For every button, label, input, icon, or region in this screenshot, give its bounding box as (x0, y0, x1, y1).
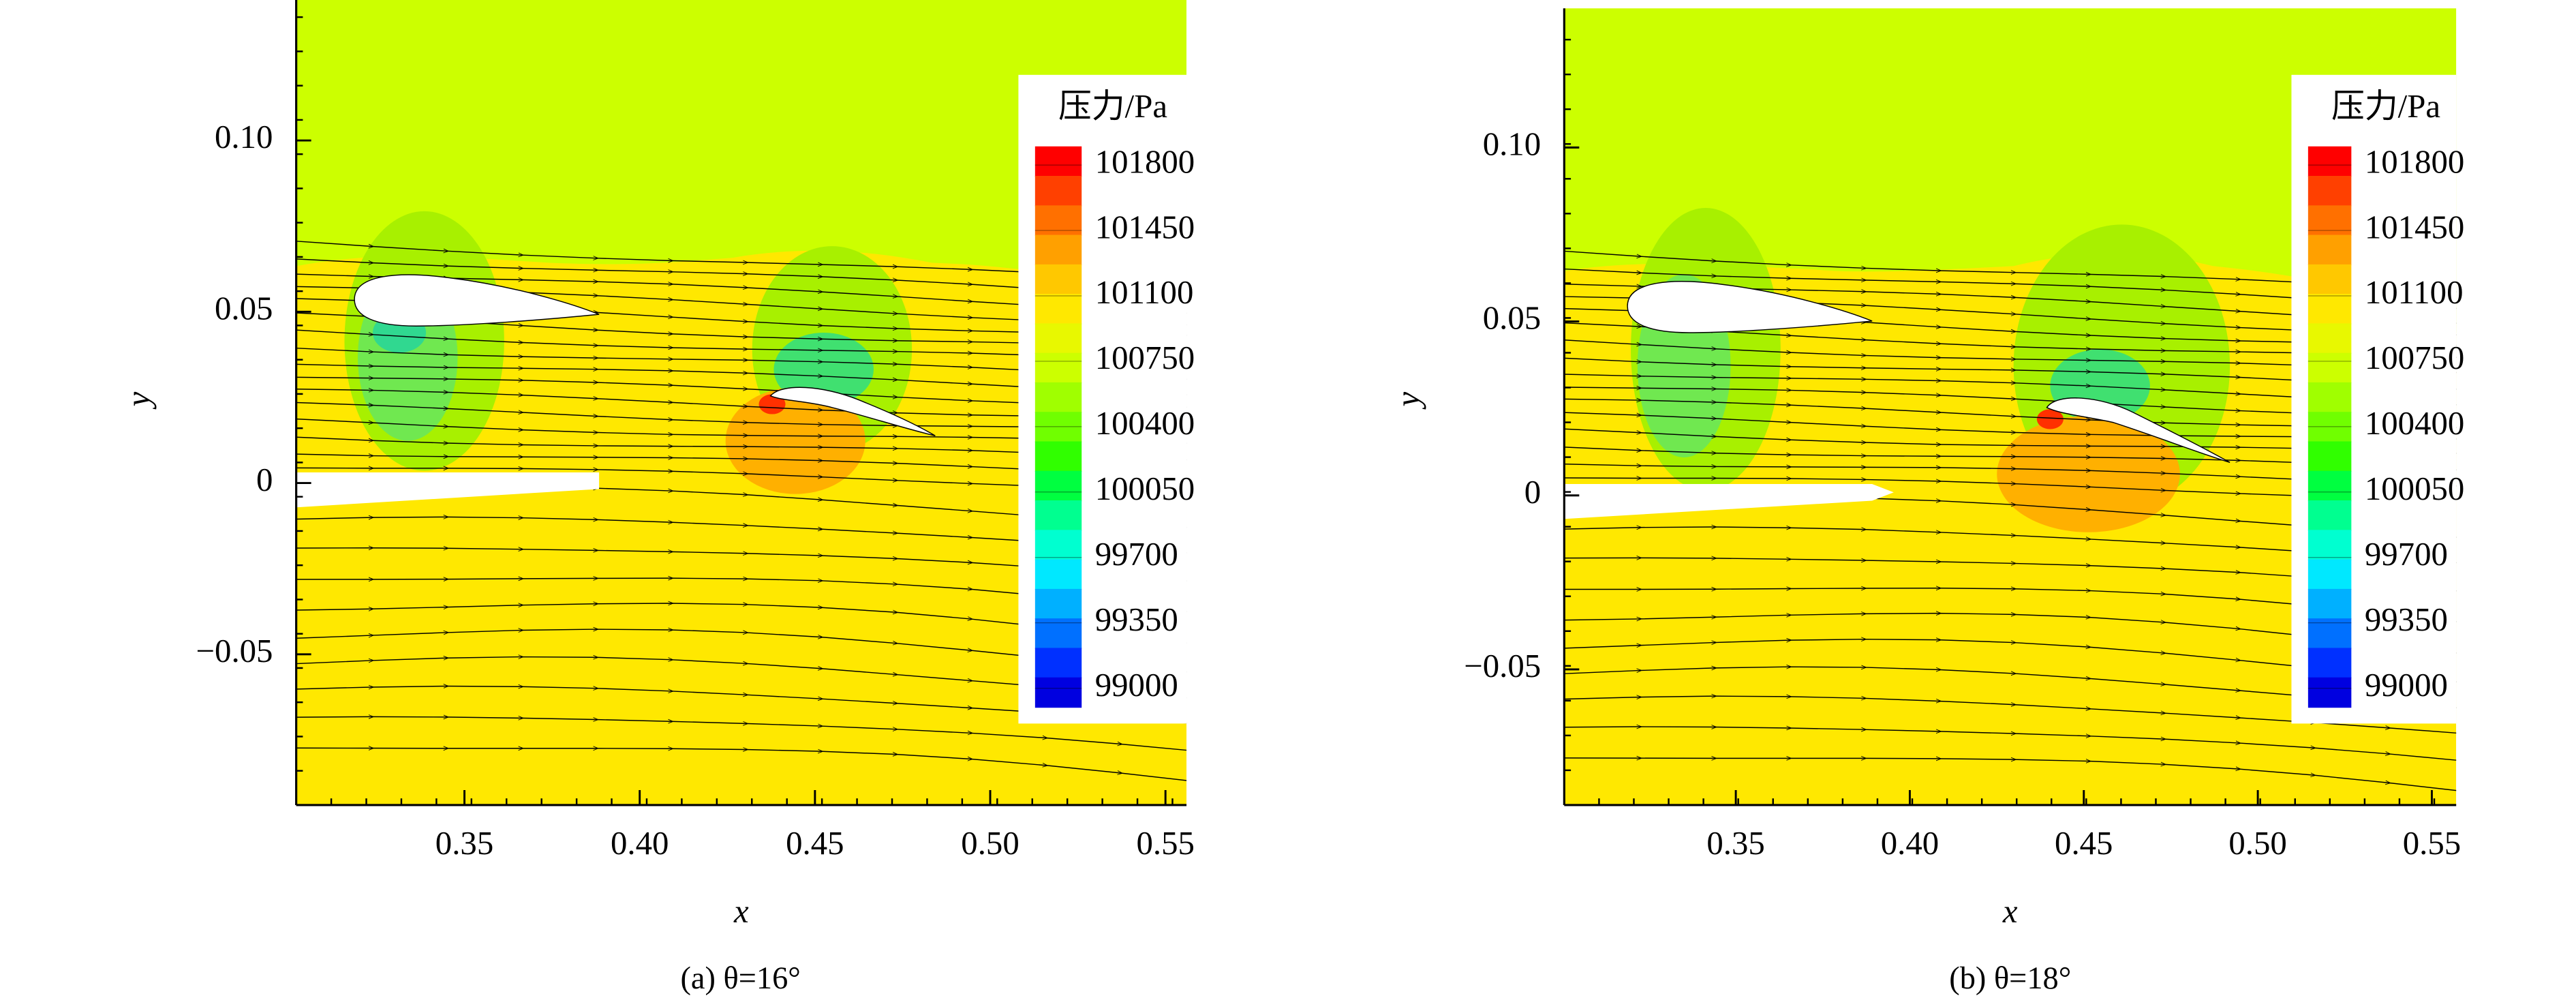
colorbar-title: 压力/Pa (2331, 88, 2440, 125)
pressure-region (296, 0, 1187, 316)
y-axis-label: y (120, 391, 157, 410)
colorbar-band (2307, 559, 2352, 590)
x-tick-label: 0.35 (435, 825, 493, 862)
streamline (296, 716, 1187, 751)
y-tick-label: 0 (256, 462, 273, 498)
y-tick-label: 0 (1524, 474, 1541, 511)
colorbar-band (2307, 352, 2352, 384)
colorbar-band (1034, 530, 1082, 560)
colorbar-tick-label: 100050 (1095, 470, 1195, 507)
y-tick-label: 0.05 (1483, 300, 1541, 337)
y-tick-label: −0.05 (196, 633, 273, 669)
streamlines (296, 241, 1187, 781)
colorbar-tick-label: 99700 (1095, 536, 1178, 573)
colorbar-tick-label: 101100 (1095, 274, 1194, 311)
colorbar-tick-label: 99350 (2365, 601, 2448, 638)
streamline (1564, 727, 2457, 761)
colorbar-band (2307, 530, 2352, 560)
colorbar-band (2307, 588, 2352, 620)
airfoil (769, 387, 936, 436)
x-tick-label: 0.35 (1706, 825, 1764, 862)
colorbar-band (1034, 264, 1082, 295)
colorbar-band (2307, 235, 2352, 266)
colorbar-tick-label: 99000 (2365, 667, 2448, 704)
colorbar-band (1034, 559, 1082, 590)
colorbar-tick-label: 100750 (2365, 339, 2464, 376)
colorbar-band (2307, 146, 2352, 177)
colorbar-band (2307, 648, 2352, 678)
y-tick-label: 0.05 (215, 290, 273, 327)
x-axis-label: x (2002, 893, 2018, 930)
colorbar-band (1034, 618, 1082, 649)
y-tick-label: −0.05 (1464, 648, 1541, 684)
colorbar-band (1034, 588, 1082, 620)
colorbar-band (2307, 500, 2352, 531)
colorbar-band (2307, 323, 2352, 354)
colorbar-band (2307, 205, 2352, 236)
x-tick-label: 0.55 (1136, 825, 1194, 862)
airfoil (1627, 281, 1873, 333)
colorbar-tick-label: 99350 (1095, 601, 1178, 638)
colorbar-tick-label: 99000 (1095, 667, 1178, 704)
caption: (b) θ=18° (1949, 961, 2071, 996)
colorbar-tick-label: 101800 (1095, 143, 1195, 180)
colorbar-band (2307, 618, 2352, 649)
streamline (296, 748, 1187, 781)
airfoil (2046, 397, 2230, 464)
x-tick-label: 0.45 (786, 825, 844, 862)
x-tick-label: 0.45 (2055, 825, 2113, 862)
colorbar-tick-label: 101450 (2365, 209, 2464, 245)
colorbar-band (1034, 677, 1082, 708)
colorbar-band (1034, 146, 1082, 177)
x-tick-label: 0.55 (2403, 825, 2461, 862)
colorbar-band (2307, 382, 2352, 413)
caption: (a) θ=16° (680, 961, 800, 996)
colorbar-tick-label: 101100 (2365, 274, 2464, 311)
colorbar-band (1034, 470, 1082, 502)
x-tick-label: 0.40 (1881, 825, 1939, 862)
colorbar-band (1034, 205, 1082, 236)
colorbar-band (1034, 441, 1082, 472)
colorbar-band (1034, 500, 1082, 531)
colorbar-tick-label: 101450 (1095, 209, 1195, 245)
colorbar-title: 压力/Pa (1058, 88, 1167, 125)
streamline (1564, 758, 2457, 791)
colorbar-band (1034, 382, 1082, 413)
colorbar-band (1034, 648, 1082, 678)
y-axis-label: y (1390, 391, 1426, 410)
colorbar-tick-label: 100400 (1095, 405, 1195, 442)
colorbar-band (1034, 294, 1082, 324)
colorbar-band (1034, 352, 1082, 384)
x-tick-label: 0.50 (961, 825, 1019, 862)
x-tick-label: 0.50 (2228, 825, 2286, 862)
y-tick-label: 0.10 (215, 119, 273, 155)
colorbar-band (2307, 470, 2352, 502)
airfoil (354, 274, 600, 327)
colorbar-tick-label: 100050 (2365, 470, 2464, 507)
colorbar-band (2307, 441, 2352, 472)
colorbar-band (1034, 412, 1082, 442)
colorbar-tick-label: 101800 (2365, 143, 2464, 180)
colorbar-band (2307, 412, 2352, 442)
colorbar-band (1034, 235, 1082, 266)
x-axis-label: x (733, 893, 749, 930)
colorbar-band (2307, 175, 2352, 207)
colorbar-band (1034, 323, 1082, 354)
colorbar-band (2307, 264, 2352, 295)
colorbar-tick-label: 100750 (1095, 339, 1195, 376)
plate (1564, 484, 1894, 519)
y-tick-label: 0.10 (1483, 126, 1541, 163)
colorbar-tick-label: 100400 (2365, 405, 2464, 442)
x-tick-label: 0.40 (611, 825, 669, 862)
plate (296, 472, 600, 508)
pressure-region (1564, 8, 2457, 333)
colorbar-band (1034, 175, 1082, 207)
colorbar-band (2307, 294, 2352, 324)
colorbar-tick-label: 99700 (2365, 536, 2448, 573)
colorbar-band (2307, 677, 2352, 708)
